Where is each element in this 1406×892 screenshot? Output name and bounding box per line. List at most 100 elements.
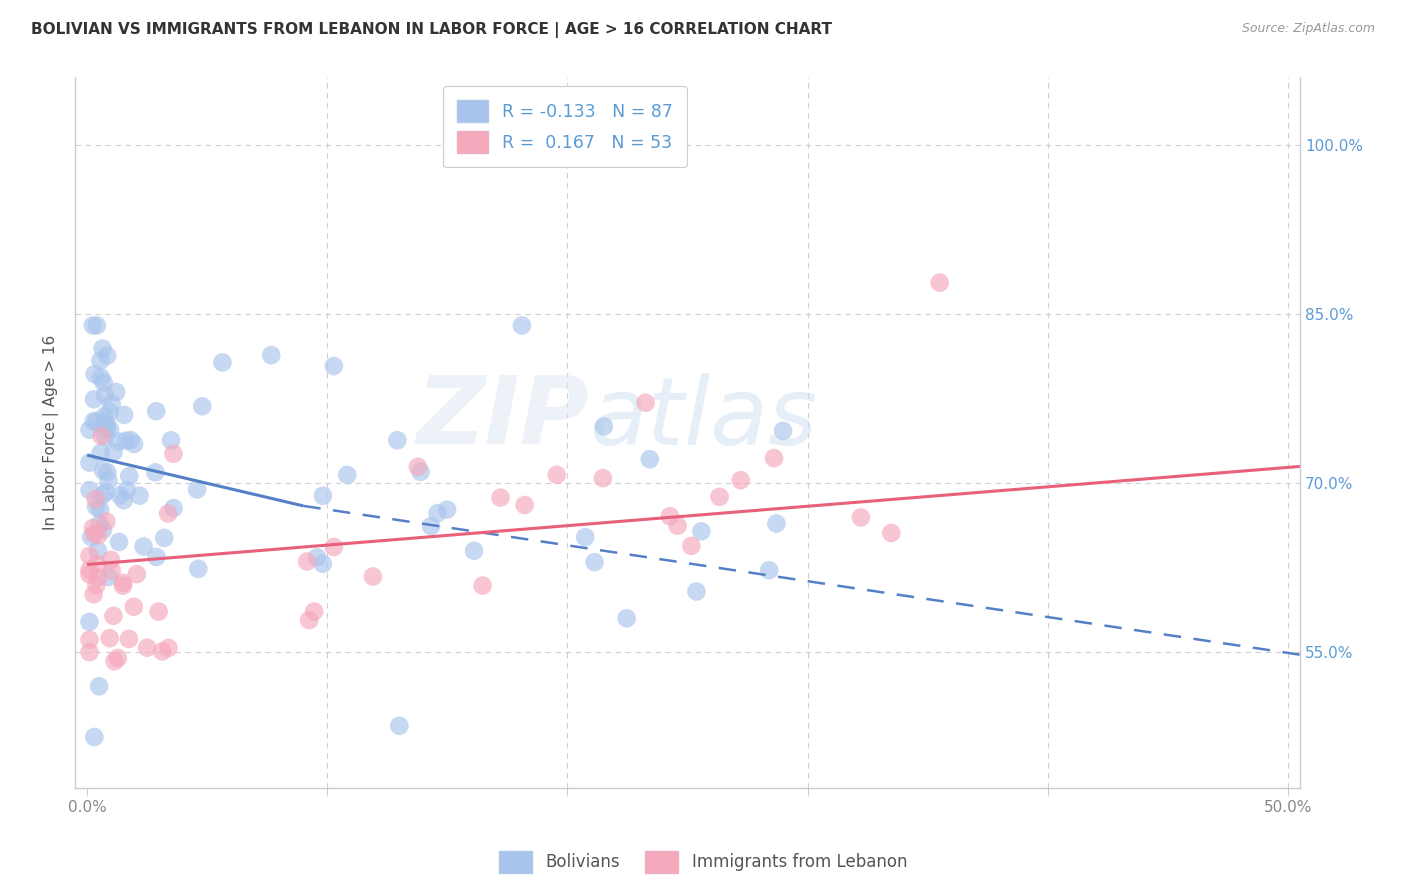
- Point: [148, 605, 170, 619]
- Point: [136, 640, 159, 655]
- Point: [84, 500, 107, 514]
- Point: [87, 679, 110, 693]
- Point: [89, 502, 111, 516]
- Point: [361, 569, 384, 583]
- Point: [191, 399, 214, 413]
- Point: [82, 318, 104, 333]
- Point: [118, 632, 141, 646]
- Point: [583, 555, 606, 569]
- Point: [489, 491, 512, 505]
- Point: [709, 490, 731, 504]
- Point: [98, 631, 121, 645]
- Point: [574, 530, 596, 544]
- Point: [638, 452, 661, 467]
- Point: [94, 388, 117, 402]
- Point: [336, 467, 359, 482]
- Point: [103, 608, 125, 623]
- Point: [305, 550, 328, 565]
- Point: [79, 567, 101, 582]
- Point: [880, 526, 903, 541]
- Point: [112, 493, 135, 508]
- Point: [322, 540, 344, 554]
- Point: [762, 451, 785, 466]
- Point: [98, 405, 121, 419]
- Point: [186, 483, 208, 497]
- Point: [162, 501, 184, 516]
- Point: [107, 651, 129, 665]
- Point: [546, 467, 568, 482]
- Point: [592, 471, 614, 485]
- Point: [84, 491, 107, 506]
- Point: [685, 584, 707, 599]
- Point: [79, 456, 101, 470]
- Point: [302, 605, 325, 619]
- Point: [112, 408, 135, 422]
- Point: [91, 342, 114, 356]
- Point: [118, 469, 141, 483]
- Point: [93, 376, 115, 390]
- Point: [120, 433, 142, 447]
- Point: [849, 510, 872, 524]
- Point: [409, 465, 432, 479]
- Point: [93, 415, 115, 429]
- Point: [471, 579, 494, 593]
- Y-axis label: In Labor Force | Age > 16: In Labor Force | Age > 16: [44, 335, 59, 530]
- Point: [83, 730, 105, 744]
- Point: [94, 485, 117, 500]
- Text: ZIP: ZIP: [416, 372, 589, 465]
- Point: [87, 543, 110, 558]
- Point: [387, 434, 409, 448]
- Point: [100, 564, 122, 578]
- Point: [89, 516, 111, 531]
- Point: [79, 615, 101, 629]
- Point: [658, 509, 681, 524]
- Point: [298, 613, 321, 627]
- Point: [128, 489, 150, 503]
- Text: BOLIVIAN VS IMMIGRANTS FROM LEBANON IN LABOR FORCE | AGE > 16 CORRELATION CHART: BOLIVIAN VS IMMIGRANTS FROM LEBANON IN L…: [31, 22, 832, 38]
- Point: [83, 392, 105, 407]
- Point: [312, 489, 335, 503]
- Point: [96, 349, 118, 363]
- Point: [87, 571, 110, 585]
- Text: Source: ZipAtlas.com: Source: ZipAtlas.com: [1241, 22, 1375, 36]
- Point: [79, 563, 101, 577]
- Point: [765, 516, 787, 531]
- Point: [86, 415, 108, 429]
- Point: [122, 437, 145, 451]
- Point: [928, 276, 950, 290]
- Point: [160, 434, 183, 448]
- Legend: R = -0.133   N = 87, R =  0.167   N = 53: R = -0.133 N = 87, R = 0.167 N = 53: [443, 87, 688, 167]
- Point: [436, 502, 458, 516]
- Point: [730, 473, 752, 487]
- Legend: Bolivians, Immigrants from Lebanon: Bolivians, Immigrants from Lebanon: [492, 845, 914, 880]
- Point: [96, 515, 118, 529]
- Point: [634, 396, 657, 410]
- Point: [79, 549, 101, 563]
- Point: [98, 423, 121, 437]
- Text: atlas: atlas: [589, 373, 818, 464]
- Point: [510, 318, 533, 333]
- Point: [97, 474, 120, 488]
- Point: [93, 409, 115, 424]
- Point: [115, 483, 138, 497]
- Point: [758, 563, 780, 577]
- Point: [86, 557, 108, 571]
- Point: [107, 434, 129, 449]
- Point: [115, 434, 138, 448]
- Point: [157, 507, 180, 521]
- Point: [322, 359, 344, 373]
- Point: [690, 524, 713, 539]
- Point: [211, 355, 233, 369]
- Point: [153, 531, 176, 545]
- Point: [89, 353, 111, 368]
- Point: [108, 535, 131, 549]
- Point: [150, 644, 173, 658]
- Point: [406, 459, 429, 474]
- Point: [86, 578, 108, 592]
- Point: [83, 587, 105, 601]
- Point: [83, 414, 105, 428]
- Point: [125, 567, 148, 582]
- Point: [122, 599, 145, 614]
- Point: [97, 570, 120, 584]
- Point: [132, 540, 155, 554]
